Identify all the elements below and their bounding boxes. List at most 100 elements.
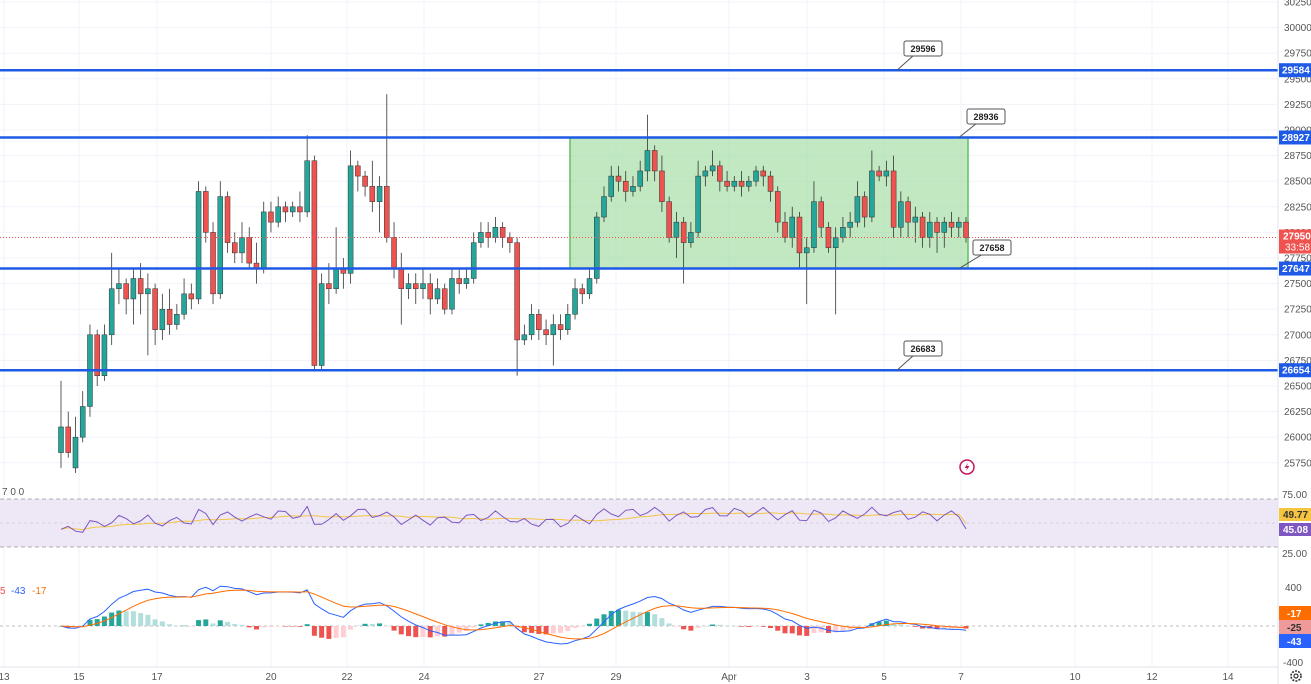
macd-bar <box>355 625 361 627</box>
time-tick-label: 29 <box>610 672 622 683</box>
price-callouts: 29596 28936 27658 26683 <box>896 40 1012 371</box>
price-tick-label: 28250 <box>1284 202 1311 213</box>
candle <box>311 155 318 371</box>
candle <box>803 237 810 305</box>
time-tick-label: 13 <box>0 672 10 683</box>
time-tick-label: 14 <box>1222 672 1234 683</box>
macd-bar <box>587 623 593 626</box>
lightning-icon[interactable] <box>959 459 975 475</box>
macd-bar <box>710 624 716 626</box>
macd-bar <box>427 626 433 638</box>
rsi-line <box>60 505 967 533</box>
macd-bar <box>145 614 151 626</box>
macd-bar <box>521 626 527 633</box>
candle-body <box>876 170 882 177</box>
rsi-panel[interactable]: 7 0 0 <box>0 487 1278 548</box>
candle-body <box>898 201 904 228</box>
macd-bar <box>282 626 288 627</box>
candle-body <box>152 288 158 330</box>
candle-body <box>65 426 71 453</box>
macd-bar <box>514 626 520 629</box>
macd-bar <box>558 626 564 633</box>
macd-bar <box>898 624 904 626</box>
candle-body <box>94 334 100 377</box>
candle <box>181 278 187 320</box>
candle-body <box>644 150 651 172</box>
macd-bar <box>804 626 810 636</box>
candle-body <box>456 278 462 284</box>
level-tag-label: 28927 <box>1282 133 1310 144</box>
candle <box>427 273 433 315</box>
macd-bar <box>384 626 390 627</box>
macd-bar <box>188 626 194 627</box>
time-tick-label: 22 <box>341 672 353 683</box>
candle-body <box>232 242 238 254</box>
candle-body <box>948 221 955 228</box>
macd-bar <box>290 626 296 627</box>
price-tick-label: 26500 <box>1284 382 1311 393</box>
macd-bar <box>782 626 788 634</box>
candle-body <box>709 165 716 172</box>
price-axis[interactable] <box>1277 0 1311 684</box>
candle <box>622 170 629 202</box>
horizontal-level-lines[interactable] <box>0 68 1278 372</box>
level-price-tags: 29584 28927 27647 26654 <box>1279 63 1311 378</box>
macd-bar <box>608 610 614 626</box>
candle-body <box>260 211 267 269</box>
price-tick-label: 27250 <box>1284 305 1311 316</box>
macd-bar <box>348 626 354 630</box>
time-tick-label: 7 <box>958 672 964 683</box>
macd-panel[interactable]: 5 -43 -17 <box>0 585 1278 645</box>
macd-bar <box>311 626 317 636</box>
candle-body <box>927 221 933 238</box>
candle <box>116 268 122 305</box>
candle <box>304 135 310 218</box>
candle <box>224 191 231 253</box>
candle-body <box>72 436 79 469</box>
candle <box>413 273 419 305</box>
macd-bar <box>934 626 940 630</box>
macd-bar <box>833 626 839 633</box>
candle-body <box>861 196 868 218</box>
macd-axis: 400 -400 -17 -25 -43 <box>1279 583 1311 669</box>
macd-bar <box>174 625 180 627</box>
candle-body <box>536 314 542 330</box>
macd-bar <box>232 624 238 626</box>
macd-bar <box>326 626 332 639</box>
candle <box>420 268 426 299</box>
time-tick-label: 27 <box>533 672 545 683</box>
candle-body <box>724 180 730 187</box>
candle-body <box>601 196 607 218</box>
signal-value: -17 <box>1287 609 1302 620</box>
candle <box>536 309 542 340</box>
macd-legend-2: -43 <box>11 586 26 597</box>
candle-body <box>941 221 948 233</box>
candle-body <box>333 267 339 289</box>
candle <box>782 211 788 243</box>
candle-body <box>840 227 846 238</box>
candle <box>159 293 166 340</box>
gear-icon[interactable] <box>1290 670 1302 682</box>
level-tag-label: 29584 <box>1282 66 1310 77</box>
macd-bar <box>268 626 274 628</box>
candle-body <box>79 406 86 438</box>
candle-body <box>413 283 419 289</box>
candle-body <box>905 201 911 223</box>
candle-body <box>782 221 788 238</box>
candle <box>673 211 680 258</box>
candle <box>912 206 919 243</box>
time-tick-label: 15 <box>73 672 85 683</box>
candle-body <box>528 314 535 336</box>
candle-body <box>376 186 383 202</box>
current-price-label: 27950 <box>1283 232 1311 243</box>
time-tick-label: 24 <box>418 672 430 683</box>
macd-bar <box>369 623 375 626</box>
candle <box>818 196 824 238</box>
macd-bar <box>434 626 440 637</box>
macd-bar <box>644 612 650 626</box>
price-tick-label: 28500 <box>1284 177 1311 188</box>
candle <box>753 165 759 187</box>
candle <box>869 150 875 223</box>
macd-bar <box>167 624 173 626</box>
